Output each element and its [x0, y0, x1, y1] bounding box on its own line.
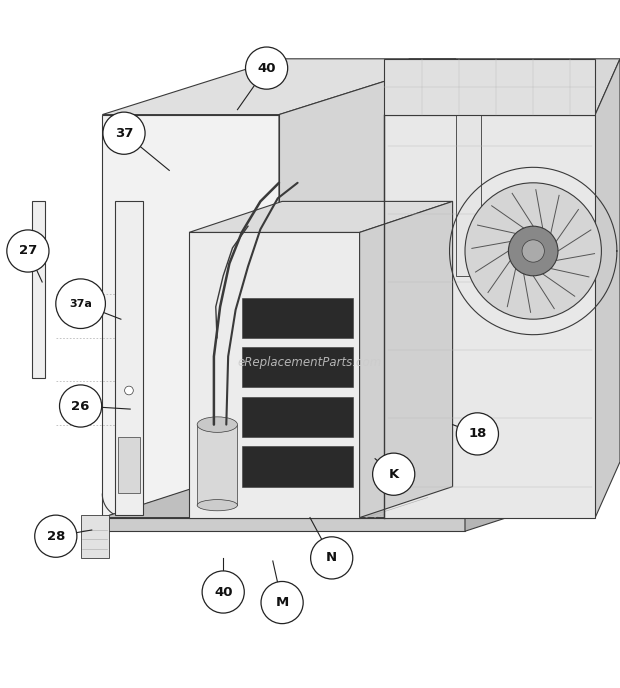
- Polygon shape: [115, 202, 143, 515]
- Polygon shape: [384, 58, 595, 115]
- Circle shape: [508, 226, 558, 276]
- Polygon shape: [360, 202, 453, 517]
- Text: 27: 27: [19, 244, 37, 257]
- Circle shape: [56, 279, 105, 328]
- Ellipse shape: [197, 417, 237, 432]
- Ellipse shape: [197, 499, 237, 510]
- Text: 40: 40: [214, 585, 232, 599]
- Polygon shape: [242, 447, 353, 486]
- Polygon shape: [197, 424, 237, 505]
- Text: 28: 28: [46, 530, 65, 543]
- Circle shape: [522, 240, 544, 262]
- Text: N: N: [326, 551, 337, 564]
- Polygon shape: [242, 397, 353, 437]
- Polygon shape: [595, 58, 620, 517]
- Circle shape: [311, 537, 353, 579]
- Polygon shape: [32, 202, 45, 378]
- Text: K: K: [389, 468, 399, 481]
- Circle shape: [261, 581, 303, 623]
- Text: eReplacementParts.com: eReplacementParts.com: [238, 356, 382, 369]
- Polygon shape: [118, 437, 140, 493]
- Text: 37: 37: [115, 127, 133, 140]
- Circle shape: [7, 230, 49, 272]
- Polygon shape: [384, 115, 595, 517]
- Circle shape: [246, 47, 288, 89]
- Polygon shape: [102, 517, 465, 531]
- Text: M: M: [275, 596, 289, 609]
- Circle shape: [456, 413, 498, 455]
- Text: 37a: 37a: [69, 299, 92, 309]
- Polygon shape: [102, 115, 279, 517]
- Text: 18: 18: [468, 427, 487, 440]
- Text: 26: 26: [71, 400, 90, 413]
- Polygon shape: [102, 58, 456, 115]
- Polygon shape: [456, 58, 480, 276]
- Circle shape: [373, 453, 415, 495]
- Polygon shape: [384, 58, 620, 115]
- Polygon shape: [81, 515, 108, 558]
- Circle shape: [465, 183, 601, 319]
- Circle shape: [35, 515, 77, 557]
- Polygon shape: [189, 202, 453, 233]
- Polygon shape: [465, 477, 589, 531]
- Polygon shape: [102, 477, 589, 517]
- Circle shape: [103, 112, 145, 154]
- Polygon shape: [279, 58, 456, 517]
- Polygon shape: [189, 233, 360, 517]
- Circle shape: [60, 385, 102, 427]
- Circle shape: [202, 571, 244, 613]
- Polygon shape: [242, 347, 353, 387]
- Text: 40: 40: [257, 62, 276, 74]
- Polygon shape: [242, 297, 353, 338]
- Circle shape: [125, 386, 133, 395]
